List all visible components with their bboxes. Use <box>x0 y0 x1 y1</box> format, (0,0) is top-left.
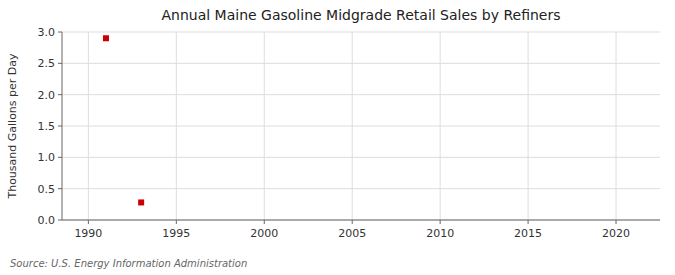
tick-label: 2010 <box>426 227 454 240</box>
tick <box>58 220 62 221</box>
tick <box>352 220 353 224</box>
tick <box>58 157 62 158</box>
marks <box>103 35 144 205</box>
point <box>103 35 109 41</box>
tick-label: 0.5 <box>38 183 56 196</box>
y-axis <box>62 32 63 220</box>
tick <box>264 220 265 224</box>
chart: 0.0 0.5 1.0 1.5 2.0 2.5 3.0 1990 1995 2000 2005 201… <box>0 0 675 275</box>
tick-label: 2.5 <box>38 57 56 70</box>
grid-line <box>62 157 660 158</box>
tick <box>616 220 617 224</box>
tick-label: 0.0 <box>38 214 56 227</box>
tick-label: 1.5 <box>38 120 56 133</box>
tick-label: 1990 <box>74 227 102 240</box>
grid-line <box>62 188 660 189</box>
tick <box>58 188 62 189</box>
tick-label: 2000 <box>250 227 278 240</box>
tick <box>58 32 62 33</box>
tick <box>528 220 529 224</box>
grid-line <box>440 32 441 220</box>
grid-line <box>352 32 353 220</box>
tick-label: 2015 <box>514 227 542 240</box>
tick <box>88 220 89 224</box>
annotation: Source: U.S. Energy Information Administ… <box>10 258 247 269</box>
grid-line <box>616 32 617 220</box>
grid-line <box>264 32 265 220</box>
tick-label: 2.0 <box>38 89 56 102</box>
grid-line <box>62 126 660 127</box>
tick-label: 2020 <box>602 227 630 240</box>
tick-label: 1.0 <box>38 151 56 164</box>
tick <box>440 220 441 224</box>
grid-line <box>62 220 660 221</box>
x-axis <box>62 220 660 221</box>
tick-label: 3.0 <box>38 26 56 39</box>
point <box>138 199 144 205</box>
grid-line <box>62 94 660 95</box>
tick-label: 2005 <box>338 227 366 240</box>
grid-line <box>528 32 529 220</box>
tick <box>58 94 62 95</box>
tick <box>58 126 62 127</box>
tick-label: 1995 <box>162 227 190 240</box>
grid-line <box>176 32 177 220</box>
grid-line <box>62 32 660 33</box>
y-axis-label: Thousand Gallons per Day <box>6 53 19 200</box>
tick <box>58 63 62 64</box>
grid-line <box>62 63 660 64</box>
grid-line <box>88 32 89 220</box>
tick <box>176 220 177 224</box>
title: Annual Maine Gasoline Midgrade Retail Sa… <box>161 7 560 23</box>
grid <box>62 32 660 220</box>
